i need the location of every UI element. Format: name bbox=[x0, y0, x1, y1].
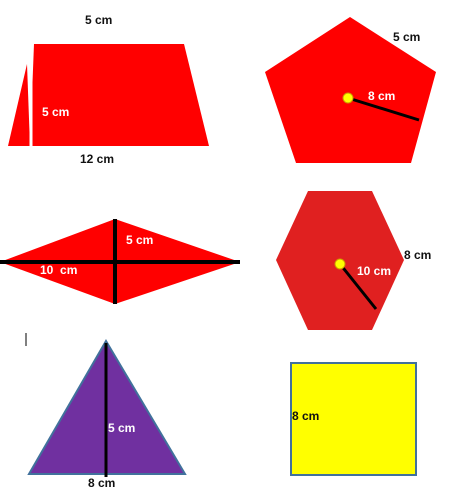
rhombus-diagonal-label: 10 cm bbox=[40, 263, 77, 277]
trapezoid-shape: 5 cm 5 cm 12 cm bbox=[8, 13, 209, 166]
hexagon-radius-label: 10 cm bbox=[357, 264, 391, 278]
triangle-height-label: 5 cm bbox=[108, 421, 135, 435]
square-side-label: 8 cm bbox=[292, 409, 319, 423]
pentagon-body bbox=[265, 17, 436, 163]
rhombus-shape: 5 cm 10 cm bbox=[0, 219, 240, 304]
hexagon-shape: 8 cm 10 cm bbox=[276, 191, 431, 330]
trapezoid-top-label: 5 cm bbox=[85, 13, 112, 27]
hexagon-radius-line bbox=[338, 263, 378, 310]
square-shape: 8 cm bbox=[290, 362, 417, 476]
triangle-shape: 5 cm 8 cm bbox=[27, 339, 187, 490]
pentagon-side-label: 5 cm bbox=[393, 30, 420, 44]
triangle-base-label: 8 cm bbox=[88, 476, 115, 490]
rhombus-half-diagonal-label: 5 cm bbox=[126, 233, 153, 247]
trapezoid-height-label: 5 cm bbox=[42, 105, 69, 119]
trapezoid-base-label: 12 cm bbox=[80, 152, 114, 166]
trapezoid-left-part bbox=[8, 64, 30, 146]
hexagon-side-label: 8 cm bbox=[404, 248, 431, 262]
square-body bbox=[290, 362, 417, 476]
pentagon-radius-line bbox=[347, 96, 420, 122]
pentagon-center-dot bbox=[342, 92, 354, 104]
pentagon-radius-label: 8 cm bbox=[368, 89, 395, 103]
hexagon-center-dot bbox=[334, 258, 346, 270]
trapezoid-body bbox=[30, 44, 209, 146]
pentagon-shape: 5 cm 8 cm bbox=[265, 17, 436, 163]
